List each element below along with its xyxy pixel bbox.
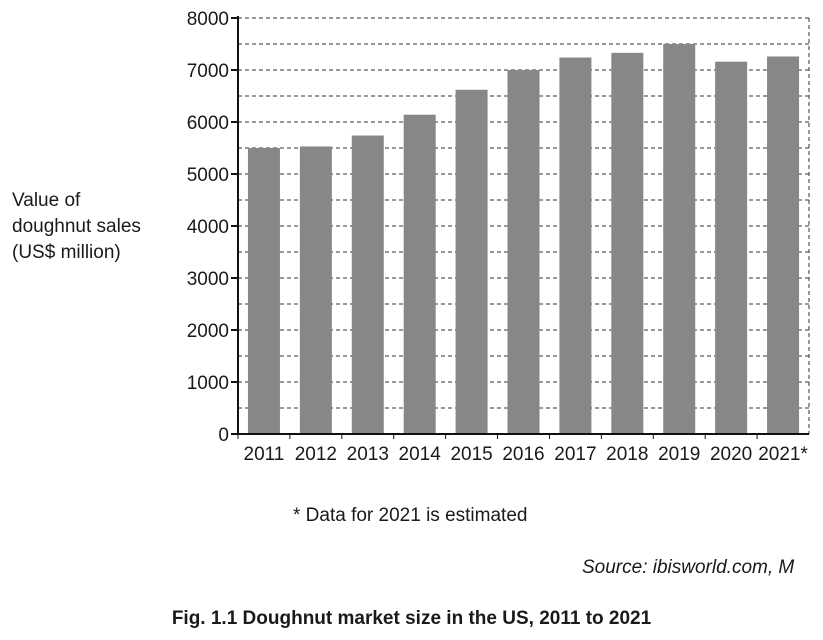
y-tick-label: 3000	[187, 269, 229, 290]
bar-2014	[403, 114, 436, 434]
x-tick-label: 2018	[606, 444, 648, 465]
axes	[231, 16, 809, 439]
y-axis-label: Value of doughnut sales (US$ million)	[12, 190, 141, 263]
y-tick-label: 0	[218, 425, 229, 446]
y-tick-label: 1000	[187, 373, 229, 394]
bar-2018	[611, 52, 644, 435]
bar-2021	[767, 56, 800, 434]
x-tick-label: 2020	[710, 444, 752, 465]
x-tick-label: 2012	[295, 444, 337, 465]
source-note: Source: ibisworld.com, M	[582, 557, 795, 578]
bar-2011	[247, 148, 280, 434]
y-tick-label: 4000	[187, 217, 229, 238]
bar-2020	[715, 61, 748, 435]
footnote: * Data for 2021 is estimated	[293, 505, 528, 526]
figure-caption: Fig. 1.1 Doughnut market size in the US,…	[171, 608, 652, 629]
bar-2016	[507, 70, 540, 434]
x-tick-label: 2021*	[758, 444, 808, 465]
bar-2015	[455, 89, 488, 434]
x-tick-label: 2016	[502, 444, 544, 465]
y-tick-label: 7000	[187, 61, 229, 82]
x-tick-labels: 2011 2012 2013 2014 2015 2016 2017 2018 2019 2020…	[244, 444, 809, 465]
x-tick-label: 2019	[658, 444, 700, 465]
bars	[247, 44, 800, 435]
y-tick-label: 5000	[187, 165, 229, 186]
x-tick-label: 2017	[554, 444, 596, 465]
x-tick-label: 2015	[450, 444, 492, 465]
bar-2017	[559, 57, 592, 435]
y-tick-label: 2000	[187, 321, 229, 342]
x-tick-label: 2013	[347, 444, 389, 465]
y-tick-labels: 0 1000 2000 3000 4000 5000 6000 7000 8000	[187, 9, 229, 446]
gridlines	[238, 17, 810, 434]
x-tick-label: 2011	[244, 444, 285, 465]
bar-2012	[299, 146, 332, 434]
bar-2019	[663, 44, 696, 434]
x-tick-label: 2014	[399, 444, 442, 465]
y-tick-label: 6000	[187, 113, 229, 134]
bar-2013	[351, 135, 384, 434]
y-tick-label: 8000	[187, 9, 229, 30]
